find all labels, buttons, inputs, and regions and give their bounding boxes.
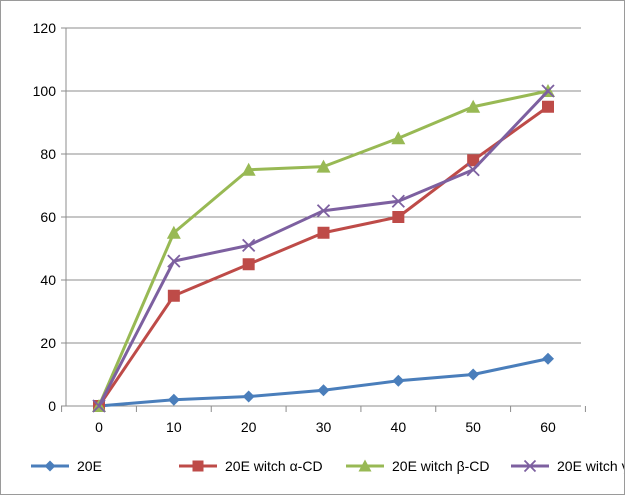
x-tick-label-40: 40 bbox=[391, 419, 407, 435]
data-point bbox=[542, 352, 554, 365]
data-point bbox=[241, 162, 256, 176]
data-point bbox=[317, 226, 330, 239]
x-tick-label-60: 60 bbox=[540, 419, 556, 435]
data-point bbox=[167, 254, 181, 268]
legend-item-2: 20E witch α-CD bbox=[179, 458, 323, 474]
data-point bbox=[167, 393, 180, 406]
x-tick-label-0: 0 bbox=[95, 419, 103, 435]
y-tick-label-120: 120 bbox=[33, 20, 57, 36]
data-point bbox=[541, 84, 555, 98]
x-tick-label-20: 20 bbox=[241, 419, 257, 435]
series-line-2 bbox=[97, 105, 549, 407]
data-point bbox=[242, 390, 255, 403]
legend-marker bbox=[523, 459, 537, 473]
series-3 bbox=[92, 84, 555, 412]
data-point bbox=[166, 225, 181, 239]
legend-label: 20E witch β-CD bbox=[392, 458, 490, 474]
legend-marker bbox=[44, 460, 56, 472]
y-axis-tick-labels: 0 20 40 60 80 100 120 bbox=[33, 20, 57, 414]
axes bbox=[61, 27, 586, 412]
legend-label: 20E bbox=[77, 458, 102, 474]
legend-label: 20E witch α-CD bbox=[225, 458, 323, 474]
legend-item-1: 20E bbox=[31, 458, 102, 474]
grid-lines bbox=[66, 27, 581, 344]
x-axis-tick-labels: 0 10 20 30 40 50 60 bbox=[95, 419, 556, 435]
legend-item-4: 20E witch γ-CD bbox=[511, 458, 625, 474]
data-point bbox=[167, 289, 180, 302]
data-series bbox=[92, 84, 555, 413]
legend-marker bbox=[192, 460, 204, 472]
y-tick-label-40: 40 bbox=[40, 272, 56, 288]
data-point bbox=[467, 154, 480, 167]
series-line-1 bbox=[98, 357, 549, 408]
series-line-3 bbox=[97, 89, 549, 407]
data-point bbox=[392, 374, 405, 387]
legend-label: 20E witch γ-CD bbox=[557, 458, 624, 474]
data-point bbox=[242, 258, 255, 271]
legend-marker bbox=[358, 459, 372, 472]
legend-item-3: 20E witch β-CD bbox=[346, 458, 490, 474]
data-point bbox=[391, 131, 406, 145]
series-4 bbox=[92, 84, 555, 413]
series-1 bbox=[93, 352, 554, 412]
data-point bbox=[92, 399, 106, 413]
data-point bbox=[391, 194, 405, 208]
data-point bbox=[542, 100, 554, 113]
data-point bbox=[317, 384, 330, 397]
x-tick-label-50: 50 bbox=[465, 419, 481, 435]
data-point bbox=[466, 163, 480, 177]
data-point bbox=[392, 211, 405, 223]
y-tick-label-0: 0 bbox=[48, 398, 56, 414]
legend: 20E 20E witch α-CD 20E witch β-CD 20E witch… bbox=[31, 458, 625, 474]
y-tick-label-80: 80 bbox=[40, 146, 56, 162]
y-tick-label-20: 20 bbox=[40, 335, 56, 351]
x-tick-label-30: 30 bbox=[316, 419, 332, 435]
y-tick-label-100: 100 bbox=[33, 83, 57, 99]
data-point bbox=[466, 99, 481, 113]
y-tick-label-60: 60 bbox=[40, 209, 56, 225]
data-point bbox=[467, 368, 480, 381]
data-point bbox=[316, 204, 331, 218]
x-tick-label-10: 10 bbox=[166, 419, 182, 435]
data-point bbox=[316, 159, 331, 173]
data-point bbox=[242, 238, 256, 252]
